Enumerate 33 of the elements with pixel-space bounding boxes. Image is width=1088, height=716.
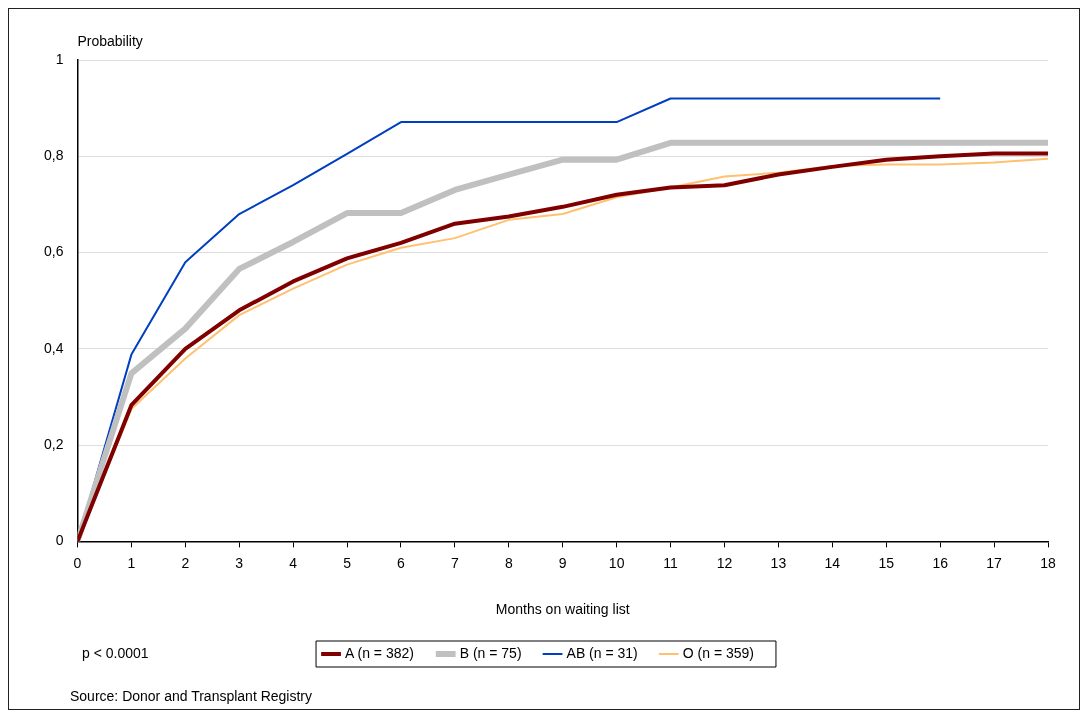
y-axis-title: Probability	[77, 32, 143, 49]
x-tick-label: 14	[824, 554, 841, 571]
x-tick-label: 6	[397, 554, 406, 571]
legend-label: A (n = 382)	[345, 644, 414, 661]
x-tick-label: 7	[450, 554, 459, 571]
text: p < 0.0001	[82, 644, 149, 661]
x-axis-title: Months on waiting list	[495, 601, 630, 618]
legend-label: O (n = 359)	[682, 644, 754, 661]
x-tick-label: 17	[986, 554, 1003, 571]
x-tick-label: 2	[181, 554, 190, 571]
x-tick-label: 0	[73, 554, 82, 571]
x-tick-label: 16	[932, 554, 949, 571]
x-tick-label: 15	[878, 554, 895, 571]
x-tick-label: 5	[343, 554, 352, 571]
x-tick-label: 18	[1040, 554, 1056, 571]
y-tick-label: 0,6	[43, 243, 64, 260]
legend-label: B (n = 75)	[459, 644, 522, 661]
y-tick-label: 0,4	[43, 339, 64, 356]
x-tick-label: 9	[558, 554, 567, 571]
x-tick-label: 12	[716, 554, 733, 571]
x-tick-label: 10	[608, 554, 625, 571]
x-tick-label: 8	[504, 554, 513, 571]
y-tick-label: 0,2	[43, 435, 64, 452]
legend-label: AB (n = 31)	[566, 644, 638, 661]
y-tick-label: 0,8	[43, 147, 64, 164]
x-tick-label: 13	[770, 554, 787, 571]
y-tick-label: 0	[55, 532, 64, 549]
x-tick-label: 1	[127, 554, 136, 571]
source-note: Source: Donor and Transplant Registry	[70, 687, 313, 704]
x-tick-label: 4	[289, 554, 298, 571]
x-tick-label: 11	[663, 554, 679, 571]
y-tick-label: 1	[55, 50, 64, 67]
x-tick-label: 3	[235, 554, 244, 571]
